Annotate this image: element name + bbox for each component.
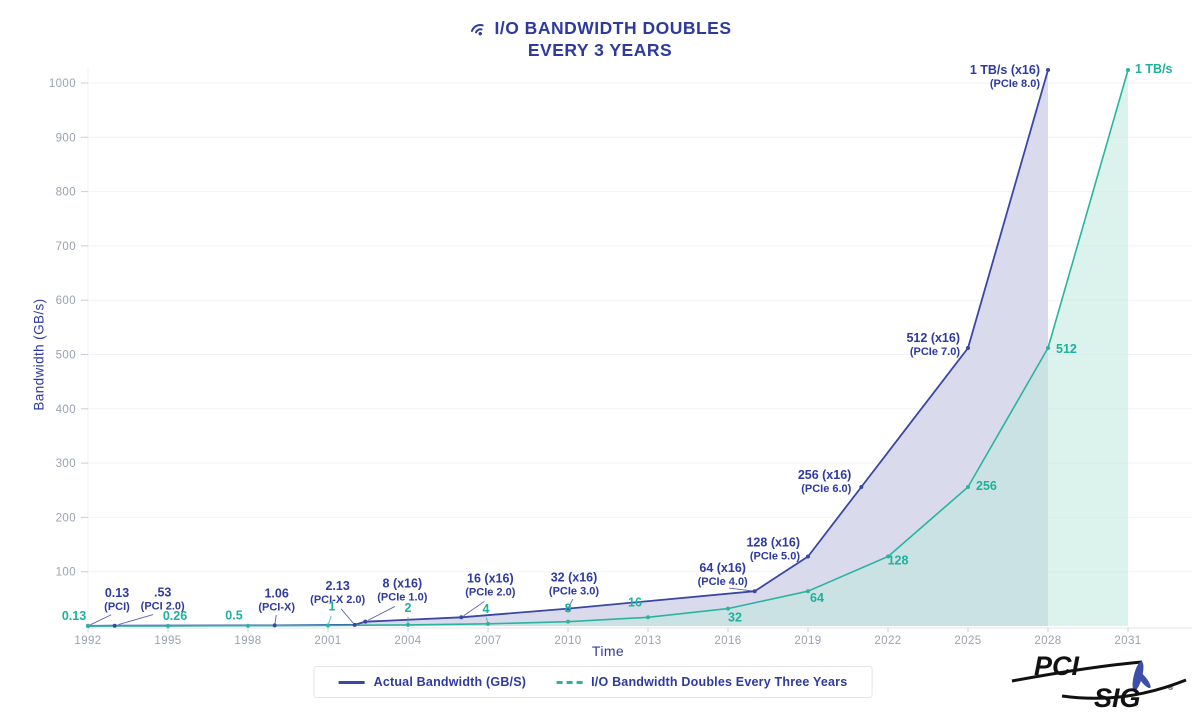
svg-text:(PCIe 1.0): (PCIe 1.0) [377,592,427,604]
legend-swatch-solid [338,680,365,684]
svg-text:1 TB/s (x16): 1 TB/s (x16) [970,63,1040,77]
svg-text:400: 400 [56,404,76,416]
svg-text:2: 2 [405,601,412,615]
svg-text:(PCIe 6.0): (PCIe 6.0) [801,483,851,495]
title-line-2: EVERY 3 YEARS [527,40,673,61]
svg-text:8: 8 [565,602,572,616]
svg-text:0.5: 0.5 [225,609,242,623]
svg-text:1 TB/s: 1 TB/s [1135,62,1173,76]
svg-text:0.13: 0.13 [105,586,129,600]
chart-title: I/O BANDWIDTH DOUBLES EVERY 3 YEARS [0,17,1200,62]
legend-item-actual: Actual Bandwidth (GB/S) [338,675,527,689]
legend-swatch-dashed [556,680,583,684]
y-axis-title: Bandwidth (GB/s) [31,298,47,411]
svg-text:256 (x16): 256 (x16) [798,468,852,482]
svg-text:1998: 1998 [234,635,261,647]
svg-text:2001: 2001 [314,635,341,647]
svg-text:(PCIe 7.0): (PCIe 7.0) [910,346,960,358]
svg-text:1992: 1992 [74,635,101,647]
svg-text:2025: 2025 [954,635,981,647]
svg-text:8 (x16): 8 (x16) [383,577,423,591]
logo-text-sig: SIG [1094,683,1141,712]
svg-text:512 (x16): 512 (x16) [906,331,960,345]
svg-text:16 (x16): 16 (x16) [467,571,514,585]
svg-text:4: 4 [483,602,490,616]
svg-text:64 (x16): 64 (x16) [699,561,746,575]
svg-text:2013: 2013 [634,635,661,647]
svg-text:(PCI): (PCI) [104,601,130,613]
svg-text:2007: 2007 [474,635,501,647]
svg-text:(PCI-X 2.0): (PCI-X 2.0) [310,594,365,606]
wifi-icon [471,23,485,36]
legend-item-doubling: I/O Bandwidth Doubles Every Three Years [556,675,847,689]
svg-text:1: 1 [329,599,336,613]
svg-text:(PCI 2.0): (PCI 2.0) [141,601,185,613]
svg-text:2031: 2031 [1114,635,1141,647]
svg-text:2016: 2016 [714,635,741,647]
svg-text:0.13: 0.13 [62,609,86,623]
svg-text:(PCIe 8.0): (PCIe 8.0) [990,78,1040,90]
svg-text:16: 16 [628,595,642,609]
svg-text:128 (x16): 128 (x16) [746,535,800,549]
svg-text:128: 128 [888,553,909,567]
svg-text:1000: 1000 [49,78,76,90]
svg-text:1995: 1995 [154,635,181,647]
svg-text:64: 64 [810,591,824,605]
svg-text:0.26: 0.26 [163,609,187,623]
logo-reg-mark: ® [1168,684,1174,692]
svg-text:800: 800 [56,187,76,199]
svg-text:1.06: 1.06 [264,586,288,600]
svg-text:2.13: 2.13 [325,579,349,593]
legend-label-doubling: I/O Bandwidth Doubles Every Three Years [591,675,848,689]
legend-label-actual: Actual Bandwidth (GB/S) [373,675,527,689]
svg-text:900: 900 [56,132,76,144]
svg-text:600: 600 [56,295,76,307]
x-axis-title: Time [591,643,625,659]
svg-text:.53: .53 [154,586,171,600]
svg-text:2010: 2010 [554,635,581,647]
svg-text:(PCI-X): (PCI-X) [258,601,295,613]
svg-text:500: 500 [56,350,76,362]
svg-text:200: 200 [56,512,76,524]
legend: Actual Bandwidth (GB/S) I/O Bandwidth Do… [313,666,873,698]
logo-text-pci: PCI [1034,651,1080,681]
svg-text:2019: 2019 [794,635,821,647]
svg-text:512: 512 [1056,342,1077,356]
svg-text:100: 100 [56,567,76,579]
logo-star [1132,661,1151,691]
svg-text:(PCIe 5.0): (PCIe 5.0) [750,550,800,562]
svg-text:32 (x16): 32 (x16) [551,571,598,585]
svg-text:2022: 2022 [874,635,901,647]
svg-text:(PCIe 4.0): (PCIe 4.0) [698,576,748,588]
svg-text:2004: 2004 [394,635,421,647]
title-line-1: I/O BANDWIDTH DOUBLES [494,18,732,38]
svg-text:(PCIe 2.0): (PCIe 2.0) [465,586,515,598]
svg-text:300: 300 [56,458,76,470]
svg-text:(PCIe 3.0): (PCIe 3.0) [549,586,599,598]
svg-text:256: 256 [976,479,997,493]
svg-text:32: 32 [728,611,742,625]
svg-text:700: 700 [56,241,76,253]
svg-text:2028: 2028 [1034,635,1061,647]
pci-sig-logo: PCI SIG ® [1011,651,1187,712]
